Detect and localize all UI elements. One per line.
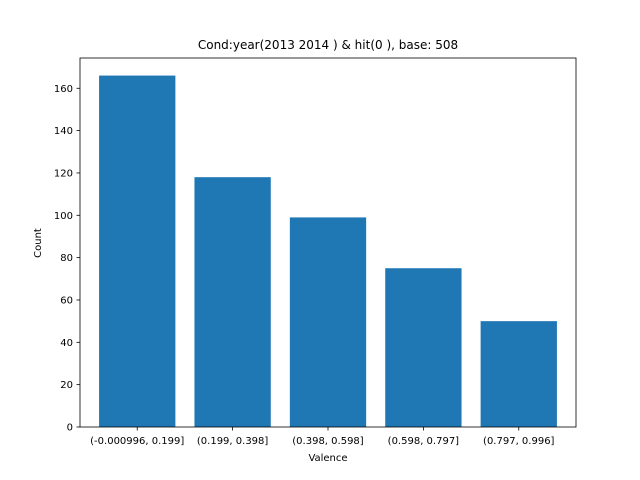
x-tick-label: (0.598, 0.797] xyxy=(388,436,460,447)
y-tick-label: 0 xyxy=(67,423,73,434)
x-tick-label: (0.797, 0.996] xyxy=(483,436,555,447)
x-tick-label: (0.199, 0.398] xyxy=(197,436,269,447)
y-tick-label: 160 xyxy=(54,84,73,95)
x-axis: (-0.000996, 0.199] (0.199, 0.398] (0.398, … xyxy=(90,427,555,447)
y-tick-label: 120 xyxy=(54,168,73,179)
y-tick-label: 80 xyxy=(60,253,73,264)
x-tick-label: (-0.000996, 0.199] xyxy=(90,436,184,447)
x-axis-label: Valence xyxy=(308,453,347,464)
bars-group xyxy=(99,75,557,428)
bar-2 xyxy=(194,177,271,427)
y-tick-label: 100 xyxy=(54,211,73,222)
y-axis-label: Count xyxy=(33,228,44,258)
y-tick-label: 20 xyxy=(60,380,73,391)
bar-4 xyxy=(385,268,462,427)
y-tick-label: 60 xyxy=(60,295,73,306)
y-tick-label: 140 xyxy=(54,126,73,137)
x-tick-label: (0.398, 0.598] xyxy=(292,436,364,447)
chart-title: Cond:year(2013 2014 ) & hit(0 ), base: 5… xyxy=(198,38,458,52)
bar-5 xyxy=(480,321,557,427)
plot-frame xyxy=(79,57,577,428)
y-axis: 0 20 40 60 80 100 120 140 160 xyxy=(54,84,80,434)
bar-3 xyxy=(289,217,367,427)
bar-1 xyxy=(99,75,176,428)
y-tick-label: 40 xyxy=(60,338,73,349)
